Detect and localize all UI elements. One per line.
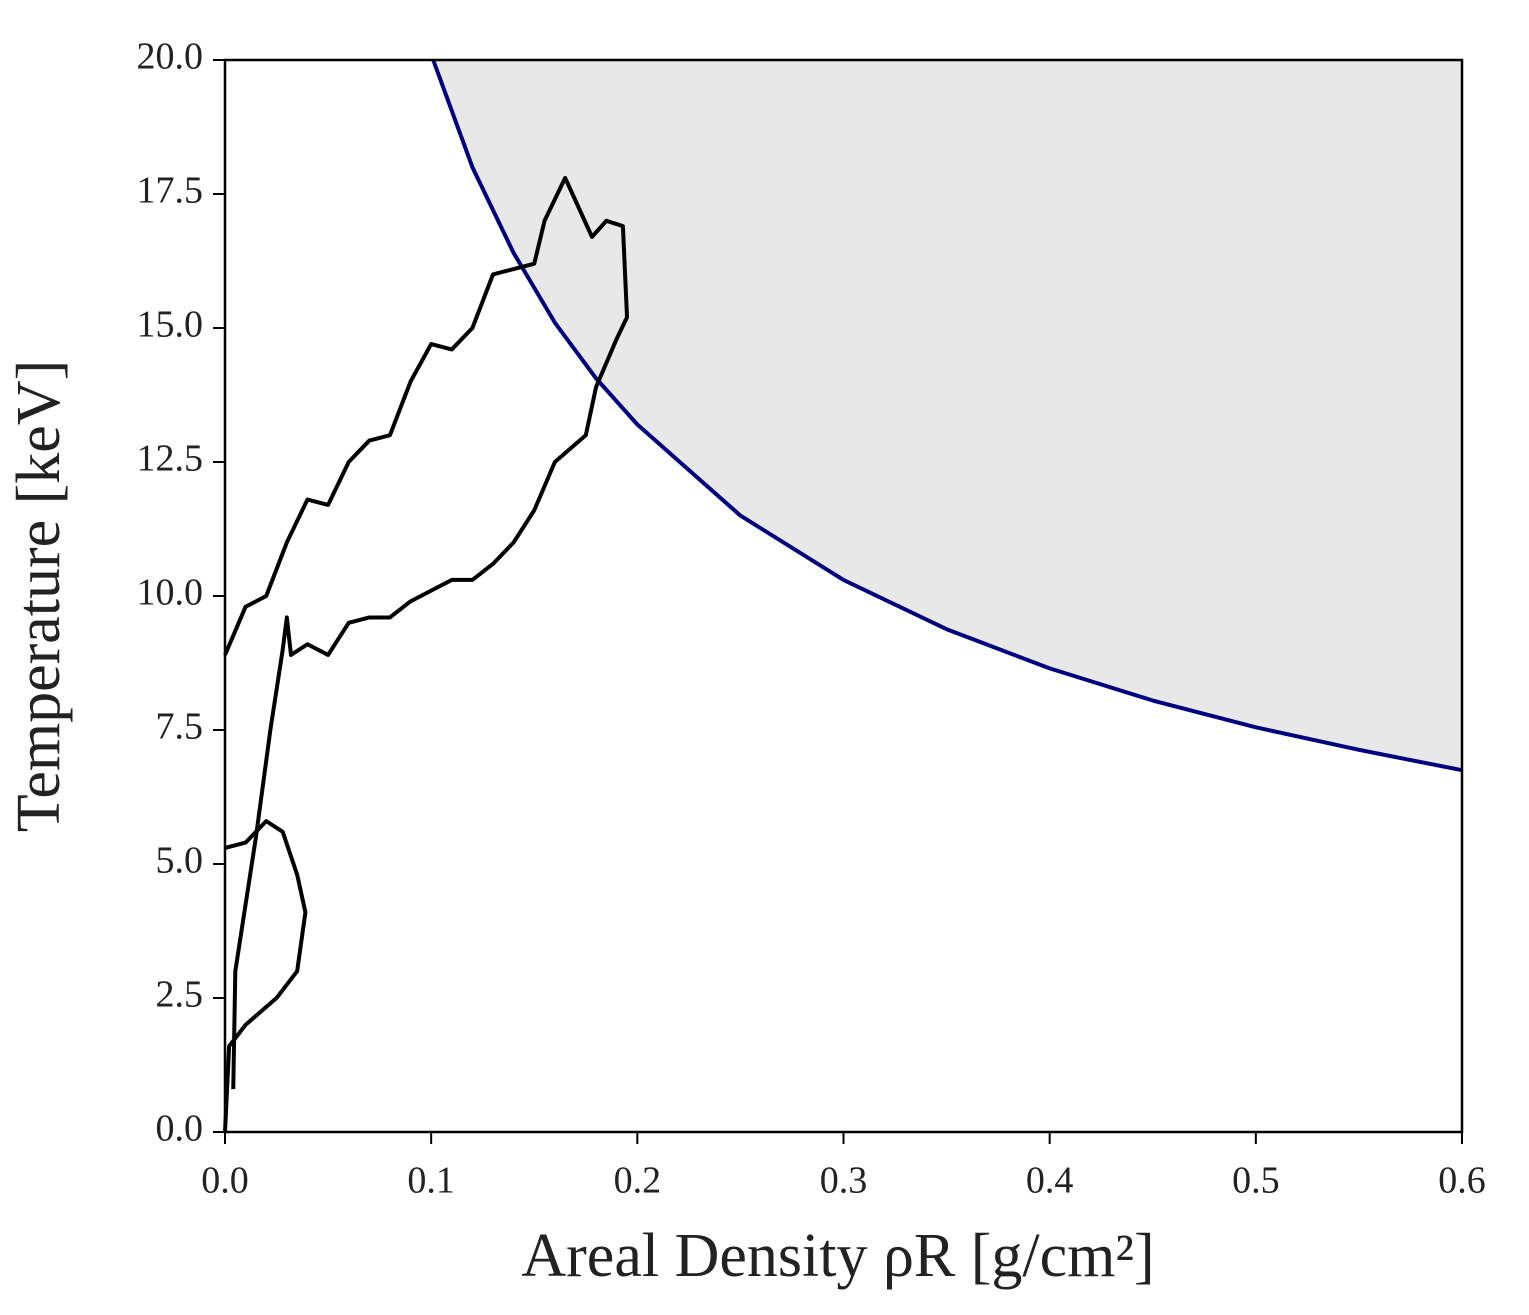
x-tick-label: 0.1 [407, 1160, 455, 1202]
y-axis-label: Temperature [keV] [5, 360, 73, 832]
y-tick-label: 5.0 [156, 840, 204, 882]
fill-area [433, 60, 1463, 771]
x-tick-label: 0.3 [820, 1160, 868, 1202]
y-tick-label: 7.5 [156, 706, 204, 748]
x-tick-label: 0.5 [1232, 1160, 1280, 1202]
y-tick-label: 17.5 [137, 170, 204, 212]
y-tick-label: 0.0 [156, 1108, 204, 1150]
x-tick-label: 0.0 [201, 1160, 249, 1202]
line [431, 59, 1463, 773]
y-tick-label: 10.0 [137, 572, 204, 614]
line [223, 175, 630, 1133]
y-tick-label: 20.0 [137, 36, 204, 78]
x-tick-label: 0.4 [1026, 1160, 1074, 1202]
x-tick-label: 0.6 [1438, 1160, 1486, 1202]
y-tick-label: 15.0 [137, 304, 204, 346]
y-tick-label: 12.5 [137, 438, 204, 480]
y-tick-label: 2.5 [156, 974, 204, 1016]
x-axis-label: Areal Density ρR [g/cm²] [521, 1222, 1154, 1290]
x-tick-label: 0.2 [614, 1160, 662, 1202]
